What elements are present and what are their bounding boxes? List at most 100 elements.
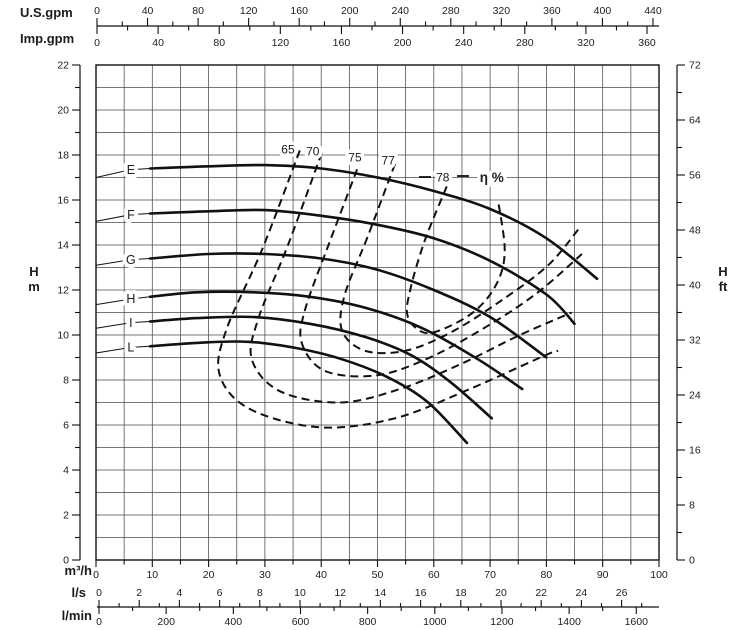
us-gpm-tick-360: 360 bbox=[543, 5, 561, 17]
left-axis-tick-0: 0 bbox=[63, 555, 69, 567]
us-gpm-tick-160: 160 bbox=[290, 5, 308, 17]
ls-tick-12: 12 bbox=[334, 587, 346, 599]
ls-tick-8: 8 bbox=[257, 587, 263, 599]
imp-gpm-tick-160: 160 bbox=[333, 37, 351, 49]
ls-tick-16: 16 bbox=[415, 587, 427, 599]
left-axis-tick-14: 14 bbox=[57, 240, 69, 252]
efficiency-label-70: 70 bbox=[306, 145, 320, 159]
efficiency-label-78: 78 bbox=[436, 171, 450, 185]
head-feet-axis-label: H ft bbox=[711, 264, 735, 295]
head-meters-axis-label-line2: m bbox=[28, 278, 40, 294]
lmin-tick-800: 800 bbox=[359, 616, 377, 628]
us-gpm-tick-40: 40 bbox=[142, 5, 154, 17]
ls-tick-20: 20 bbox=[495, 587, 507, 599]
ls-tick-26: 26 bbox=[616, 587, 628, 599]
lmin-axis-label: l/min bbox=[61, 608, 92, 623]
efficiency-curve-78 bbox=[405, 186, 506, 335]
us-gpm-tick-240: 240 bbox=[391, 5, 409, 17]
lmin-tick-0: 0 bbox=[96, 616, 102, 628]
us-gpm-tick-80: 80 bbox=[192, 5, 204, 17]
pump-curve-L bbox=[148, 340, 469, 445]
right-axis-tick-0: 0 bbox=[689, 555, 695, 567]
efficiency-curve-65 bbox=[217, 150, 559, 429]
efficiency-curve-77 bbox=[339, 163, 581, 355]
m3h-tick-60: 60 bbox=[428, 569, 440, 581]
ls-tick-2: 2 bbox=[136, 587, 142, 599]
right-axis-tick-64: 64 bbox=[689, 115, 701, 127]
pump-curve-label-E: E bbox=[127, 163, 135, 177]
imp-gpm-tick-40: 40 bbox=[152, 37, 164, 49]
m3h-tick-20: 20 bbox=[203, 569, 215, 581]
efficiency-family-label: η % bbox=[480, 170, 504, 185]
efficiency-curve-70 bbox=[249, 152, 573, 404]
m3h-tick-70: 70 bbox=[484, 569, 496, 581]
imp-gpm-tick-200: 200 bbox=[394, 37, 412, 49]
ls-tick-4: 4 bbox=[176, 587, 182, 599]
ls-tick-24: 24 bbox=[576, 587, 588, 599]
pump-curve-G bbox=[148, 252, 548, 359]
right-axis-tick-40: 40 bbox=[689, 280, 701, 292]
efficiency-label-77: 77 bbox=[382, 154, 396, 168]
right-axis-tick-24: 24 bbox=[689, 390, 701, 402]
pump-curve-label-L: L bbox=[127, 341, 134, 355]
pump-curve-label-I: I bbox=[129, 316, 132, 330]
us-gpm-axis-label: U.S.gpm bbox=[20, 5, 73, 20]
imp-gpm-tick-360: 360 bbox=[638, 37, 656, 49]
ls-tick-10: 10 bbox=[294, 587, 306, 599]
m3h-tick-90: 90 bbox=[597, 569, 609, 581]
imp-gpm-tick-120: 120 bbox=[272, 37, 290, 49]
left-axis-tick-16: 16 bbox=[57, 195, 69, 207]
imp-gpm-tick-0: 0 bbox=[94, 37, 100, 49]
lmin-tick-1200: 1200 bbox=[490, 616, 514, 628]
head-feet-axis-label-line1: H bbox=[718, 264, 728, 279]
lmin-tick-1400: 1400 bbox=[557, 616, 581, 628]
left-axis-tick-12: 12 bbox=[57, 285, 69, 297]
pump-curve-label-H: H bbox=[126, 292, 135, 306]
ls-tick-0: 0 bbox=[96, 587, 102, 599]
us-gpm-tick-120: 120 bbox=[240, 5, 258, 17]
us-gpm-tick-280: 280 bbox=[442, 5, 460, 17]
m3h-axis-label: m³/h bbox=[64, 563, 92, 578]
left-axis-tick-4: 4 bbox=[63, 465, 69, 477]
imp-gpm-tick-280: 280 bbox=[516, 37, 534, 49]
ls-tick-14: 14 bbox=[375, 587, 387, 599]
efficiency-curve-75 bbox=[299, 156, 583, 378]
left-axis-tick-8: 8 bbox=[63, 375, 69, 387]
efficiency-label-75: 75 bbox=[348, 150, 362, 164]
head-meters-axis-label: H m bbox=[23, 264, 45, 295]
imp-gpm-tick-80: 80 bbox=[213, 37, 225, 49]
pump-curve-E bbox=[148, 163, 599, 281]
us-gpm-tick-320: 320 bbox=[493, 5, 511, 17]
left-axis-tick-22: 22 bbox=[57, 60, 69, 72]
pump-curve-H bbox=[148, 290, 524, 391]
lmin-tick-600: 600 bbox=[292, 616, 310, 628]
m3h-tick-30: 30 bbox=[259, 569, 271, 581]
m3h-tick-50: 50 bbox=[372, 569, 384, 581]
ls-tick-22: 22 bbox=[535, 587, 547, 599]
m3h-tick-80: 80 bbox=[541, 569, 553, 581]
ls-tick-18: 18 bbox=[455, 587, 467, 599]
m3h-tick-10: 10 bbox=[146, 569, 158, 581]
us-gpm-tick-0: 0 bbox=[94, 5, 100, 17]
pump-curve-F bbox=[148, 208, 576, 326]
left-axis-tick-18: 18 bbox=[57, 150, 69, 162]
imp-gpm-tick-320: 320 bbox=[577, 37, 595, 49]
us-gpm-tick-400: 400 bbox=[594, 5, 612, 17]
pump-curve-label-F: F bbox=[127, 208, 135, 222]
lmin-tick-200: 200 bbox=[157, 616, 175, 628]
imp-gpm-tick-240: 240 bbox=[455, 37, 473, 49]
lmin-tick-400: 400 bbox=[225, 616, 243, 628]
left-axis-tick-2: 2 bbox=[63, 510, 69, 522]
left-axis-tick-10: 10 bbox=[57, 330, 69, 342]
us-gpm-tick-200: 200 bbox=[341, 5, 359, 17]
lmin-tick-1000: 1000 bbox=[423, 616, 447, 628]
pump-curve-label-G: G bbox=[126, 253, 136, 267]
head-meters-axis-label-line1: H bbox=[29, 264, 39, 279]
m3h-tick-40: 40 bbox=[315, 569, 327, 581]
pump-curve-I bbox=[148, 315, 494, 420]
ls-axis-label: l/s bbox=[71, 585, 86, 600]
right-axis-tick-32: 32 bbox=[689, 335, 701, 347]
right-axis-tick-72: 72 bbox=[689, 60, 701, 72]
